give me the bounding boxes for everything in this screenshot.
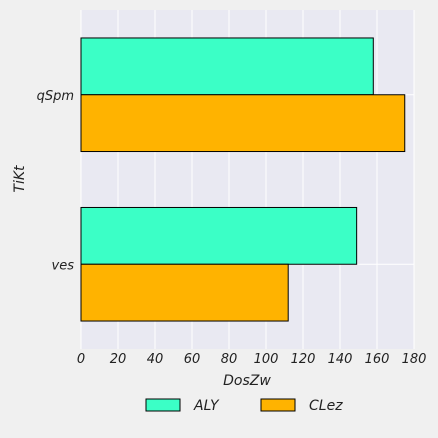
x-tick-label: 80 bbox=[221, 352, 238, 367]
bar-clez-ves bbox=[80, 263, 289, 322]
legend: ALY CLez bbox=[145, 398, 343, 414]
x-tick-label: 40 bbox=[147, 352, 164, 367]
y-tick-label: qSpm bbox=[37, 89, 74, 104]
x-tick-label: 100 bbox=[254, 352, 279, 367]
legend-label-clez: CLez bbox=[309, 398, 343, 414]
x-tick-label: 0 bbox=[77, 352, 85, 367]
y-axis-label: TiKt bbox=[12, 165, 28, 193]
y-tick-label: ves bbox=[52, 258, 75, 273]
x-tick-label: 20 bbox=[110, 352, 127, 367]
x-tick-labels: 0 20 40 60 80 100 120 140 160 180 bbox=[77, 352, 427, 367]
y-tick-labels: qSpm ves bbox=[37, 89, 75, 274]
x-tick-label: 180 bbox=[402, 352, 427, 367]
x-tick-label: 120 bbox=[291, 352, 316, 367]
bars bbox=[80, 37, 406, 322]
legend-swatch-clez bbox=[260, 398, 296, 412]
legend-label-aly: ALY bbox=[193, 398, 220, 414]
x-tick-label: 140 bbox=[328, 352, 353, 367]
x-tick-label: 160 bbox=[365, 352, 390, 367]
bar-aly-ves bbox=[80, 206, 358, 265]
x-tick-label: 60 bbox=[184, 352, 201, 367]
x-axis-label: DosZw bbox=[223, 373, 271, 389]
bar-clez-qspm bbox=[80, 94, 406, 153]
bar-aly-qspm bbox=[80, 37, 374, 96]
legend-swatch-aly bbox=[145, 398, 181, 412]
